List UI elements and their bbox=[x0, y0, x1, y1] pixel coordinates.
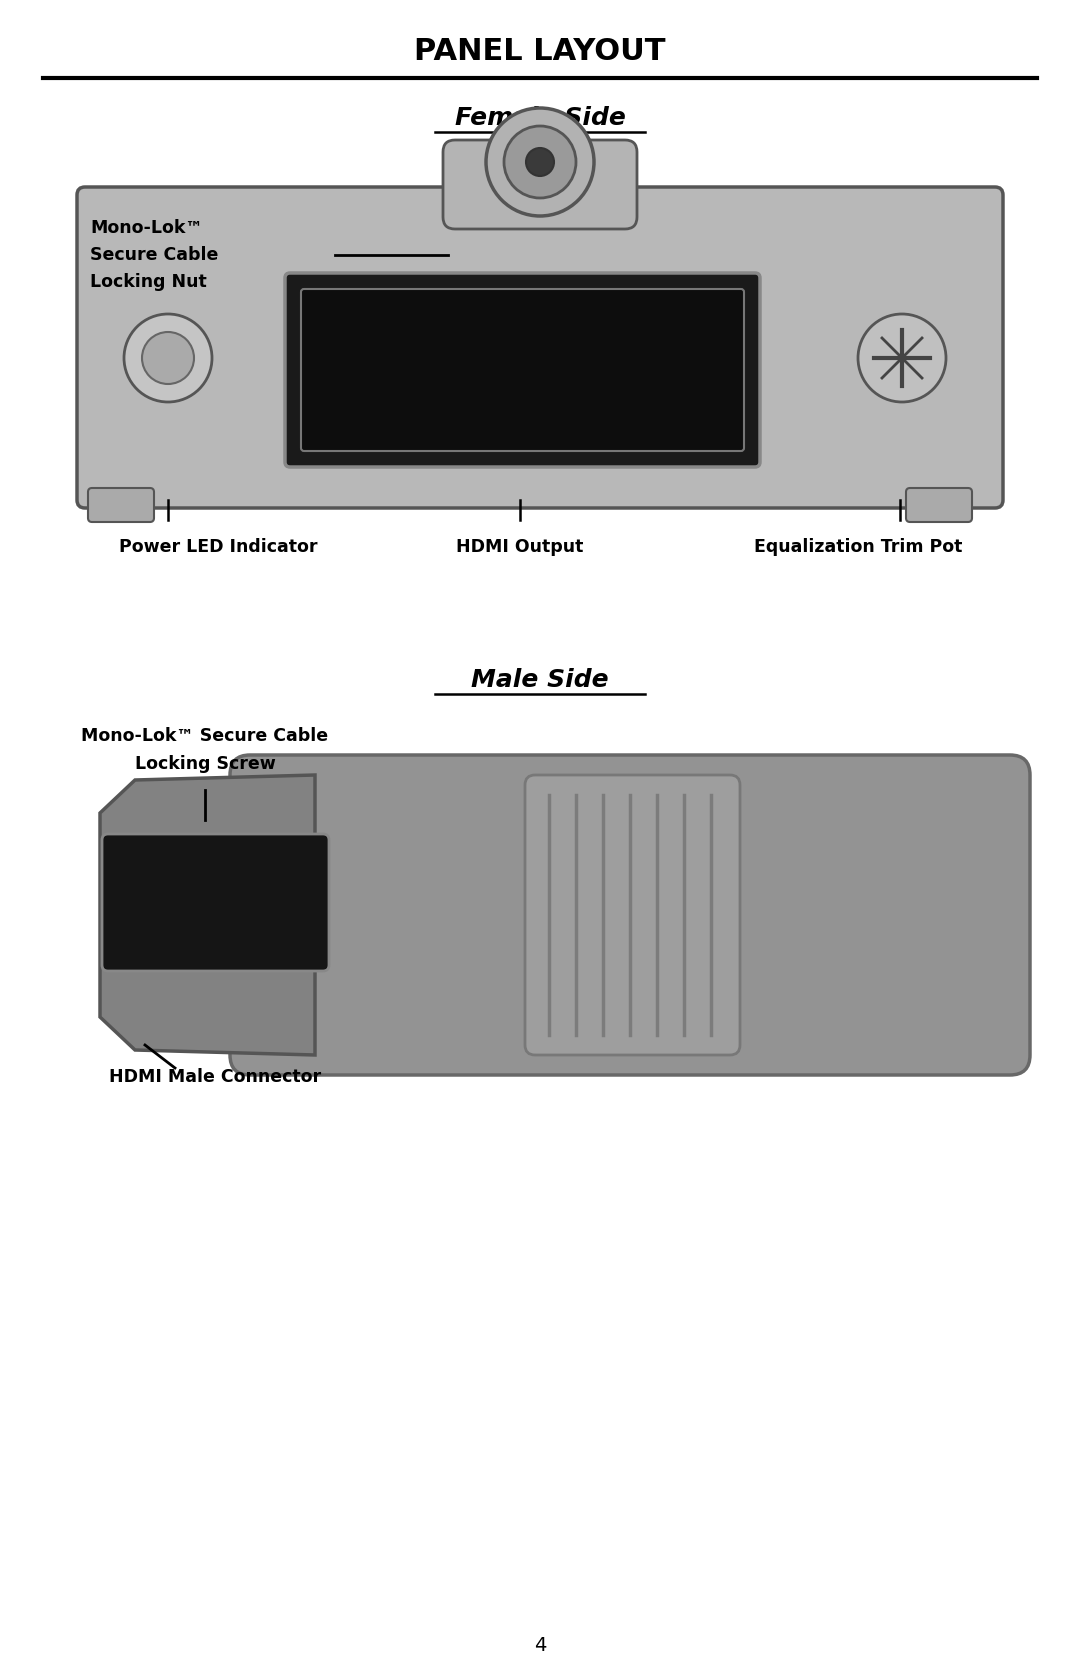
Text: HDMI Output: HDMI Output bbox=[457, 537, 583, 556]
Text: Locking Nut: Locking Nut bbox=[90, 274, 206, 290]
Text: Secure Cable: Secure Cable bbox=[90, 245, 218, 264]
Text: Mono-Lok™ Secure Cable: Mono-Lok™ Secure Cable bbox=[81, 728, 328, 744]
Circle shape bbox=[124, 314, 212, 402]
FancyBboxPatch shape bbox=[77, 187, 1003, 507]
Circle shape bbox=[141, 332, 194, 384]
Circle shape bbox=[526, 149, 554, 175]
Text: Male Side: Male Side bbox=[471, 668, 609, 693]
Text: Equalization Trim Pot: Equalization Trim Pot bbox=[754, 537, 962, 556]
Polygon shape bbox=[100, 774, 315, 1055]
Circle shape bbox=[486, 108, 594, 215]
Circle shape bbox=[858, 314, 946, 402]
FancyBboxPatch shape bbox=[906, 487, 972, 522]
Text: PANEL LAYOUT: PANEL LAYOUT bbox=[415, 37, 665, 67]
Text: Mono-Lok™: Mono-Lok™ bbox=[90, 219, 203, 237]
Text: Female Side: Female Side bbox=[455, 107, 625, 130]
FancyBboxPatch shape bbox=[301, 289, 744, 451]
FancyBboxPatch shape bbox=[102, 834, 329, 971]
Text: Locking Screw: Locking Screw bbox=[135, 754, 275, 773]
Text: 4: 4 bbox=[534, 1636, 546, 1654]
Text: Power LED Indicator: Power LED Indicator bbox=[119, 537, 318, 556]
FancyBboxPatch shape bbox=[87, 487, 154, 522]
FancyBboxPatch shape bbox=[285, 274, 760, 467]
FancyBboxPatch shape bbox=[230, 754, 1030, 1075]
Circle shape bbox=[504, 125, 576, 199]
Text: HDMI Male Connector: HDMI Male Connector bbox=[109, 1068, 321, 1087]
FancyBboxPatch shape bbox=[443, 140, 637, 229]
FancyBboxPatch shape bbox=[525, 774, 740, 1055]
